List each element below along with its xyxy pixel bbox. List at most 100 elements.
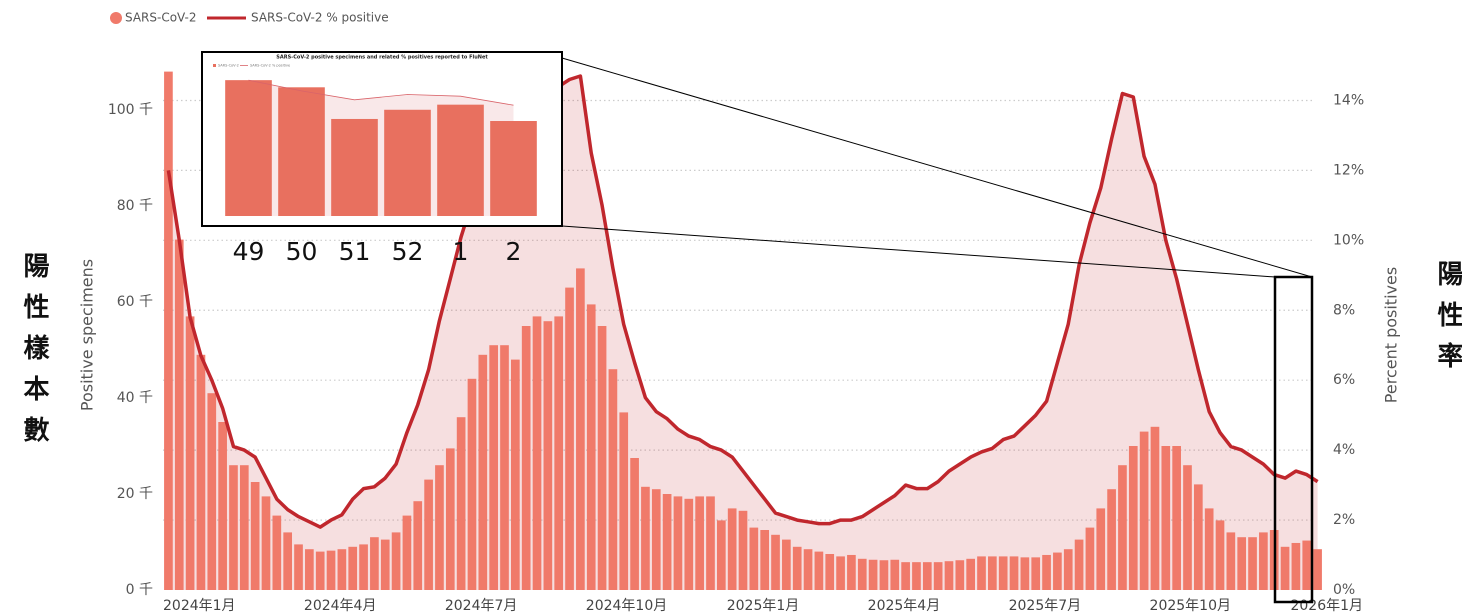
bar	[283, 532, 293, 590]
bar	[1183, 465, 1192, 590]
bar	[225, 80, 272, 217]
bar	[651, 489, 661, 590]
bar	[1215, 520, 1225, 590]
bar	[1031, 557, 1041, 590]
line	[166, 74, 1319, 529]
bar	[771, 534, 780, 590]
bar	[1204, 508, 1214, 590]
bar	[1150, 426, 1160, 590]
y-tick-label: 60 千	[117, 294, 153, 310]
y2-tick-label: 0%	[1333, 582, 1355, 598]
bar	[706, 496, 715, 590]
bar	[912, 562, 921, 590]
bar	[1074, 539, 1084, 590]
bar	[565, 287, 574, 590]
bar	[630, 458, 639, 590]
y2-tick-label: 10%	[1333, 232, 1364, 248]
y2-axis-title: Percent positives	[1382, 267, 1401, 403]
bar	[380, 539, 390, 590]
y-tick-label: 40 千	[117, 390, 153, 406]
bar	[326, 550, 336, 590]
bar	[1042, 554, 1051, 590]
bar	[185, 316, 195, 590]
bar	[825, 554, 835, 590]
bar	[738, 510, 748, 590]
bar	[435, 465, 444, 590]
bar	[331, 118, 378, 216]
bar	[337, 549, 347, 590]
bar	[695, 496, 704, 590]
bar	[977, 556, 986, 590]
bar	[944, 561, 954, 590]
bar	[1053, 552, 1062, 590]
bar	[966, 558, 975, 590]
bar	[868, 559, 878, 590]
x-tick-label: 51	[339, 237, 371, 266]
bar	[619, 412, 629, 590]
y2-tick-label: 6%	[1333, 372, 1355, 388]
bar	[1259, 532, 1268, 590]
bar	[998, 556, 1008, 590]
y2-tick-label: 4%	[1333, 442, 1355, 458]
bar	[727, 508, 737, 590]
bar	[229, 465, 238, 590]
x-tick-label: 2024年1月	[163, 598, 236, 614]
x-tick-label: 49	[233, 237, 265, 266]
bar	[749, 527, 759, 590]
bar	[370, 537, 379, 590]
bar	[836, 556, 845, 590]
legend-label: SARS-CoV-2	[125, 11, 197, 25]
bar	[532, 316, 542, 590]
bar	[467, 378, 477, 590]
bar	[359, 544, 368, 590]
y-tick-label: 80 千	[117, 198, 153, 214]
bar	[782, 539, 791, 590]
bar	[1172, 446, 1181, 590]
bar	[1107, 489, 1116, 590]
bar	[803, 549, 813, 590]
x-tick-label: 2024年7月	[445, 598, 518, 614]
bar	[1063, 549, 1073, 590]
y2-tick-label: 12%	[1333, 162, 1364, 178]
legend-label: SARS-CoV-2 % positive	[251, 11, 389, 25]
bar	[597, 326, 607, 590]
bar	[901, 562, 910, 590]
bar	[315, 551, 325, 590]
bar	[1096, 508, 1106, 590]
bar	[1009, 556, 1019, 590]
legend: SARS-CoV-2 SARS-CoV-2 % positive	[110, 11, 389, 25]
x-tick-label: 2025年10月	[1150, 598, 1231, 614]
bar	[1313, 549, 1322, 590]
x-tick-label: 2025年7月	[1009, 598, 1082, 614]
x-tick-label: 2024年4月	[304, 598, 377, 614]
bar	[278, 87, 325, 216]
x-tick-label: 2024年10月	[586, 598, 667, 614]
bar	[554, 316, 564, 590]
bar	[1291, 542, 1301, 590]
right-note: 陽性率	[1433, 260, 1462, 383]
bar	[673, 496, 683, 590]
bar	[174, 239, 184, 590]
bar	[1161, 446, 1171, 590]
bar	[543, 321, 553, 590]
y-tick-label: 100 千	[108, 102, 153, 118]
bar	[445, 448, 455, 590]
bar	[305, 549, 314, 590]
bar	[384, 109, 431, 216]
inset-legend-label: SARS-CoV-2	[218, 64, 239, 68]
bar	[196, 354, 206, 590]
bar	[489, 345, 498, 590]
bar	[218, 422, 227, 590]
bar	[261, 496, 271, 590]
x-tick-label: 52	[392, 237, 424, 266]
bar	[424, 479, 433, 590]
bar	[294, 544, 303, 590]
bar	[402, 515, 412, 590]
x-tick-label: 2025年1月	[727, 598, 800, 614]
bar	[239, 465, 249, 590]
bar	[1237, 537, 1247, 590]
bar	[437, 104, 484, 216]
bar	[1118, 465, 1127, 590]
line-area	[168, 76, 1318, 590]
